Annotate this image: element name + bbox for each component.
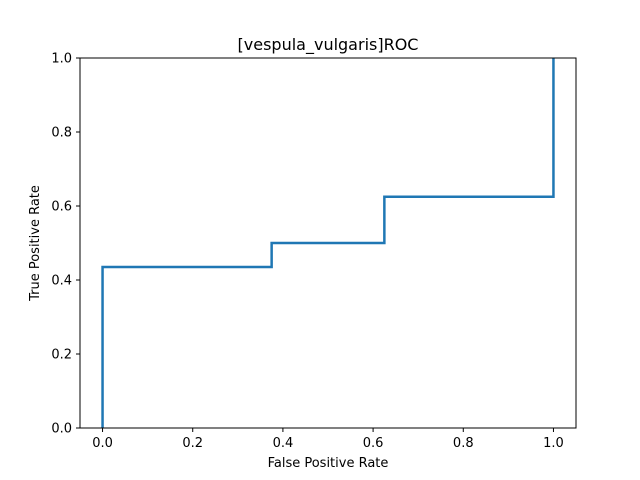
x-tick-label: 0.4 — [273, 436, 294, 451]
x-tick-label: 1.0 — [543, 436, 564, 451]
x-tick-label: 0.8 — [453, 436, 474, 451]
x-axis-label: False Positive Rate — [268, 456, 389, 471]
y-tick-label: 1.0 — [51, 52, 72, 67]
y-tick-label: 0.4 — [51, 274, 72, 289]
x-tick-label: 0.0 — [92, 436, 113, 451]
y-axis-label: True Positive Rate — [28, 185, 43, 302]
y-axis-ticks: 0.0 0.2 0.4 0.6 0.8 1.0 — [51, 52, 80, 437]
y-tick-label: 0.2 — [51, 348, 72, 363]
x-tick-label: 0.2 — [182, 436, 203, 451]
x-tick-label: 0.6 — [363, 436, 384, 451]
x-axis-ticks: 0.0 0.2 0.4 0.6 0.8 1.0 — [92, 428, 564, 451]
y-tick-label: 0.6 — [51, 200, 72, 215]
y-tick-label: 0.8 — [51, 126, 72, 141]
series-layer — [101, 58, 555, 428]
y-tick-label: 0.0 — [51, 422, 72, 437]
plot-frame — [79, 57, 577, 429]
chart-title: [vespula_vulgaris]ROC — [238, 35, 419, 55]
roc-curve-line — [101, 58, 555, 428]
